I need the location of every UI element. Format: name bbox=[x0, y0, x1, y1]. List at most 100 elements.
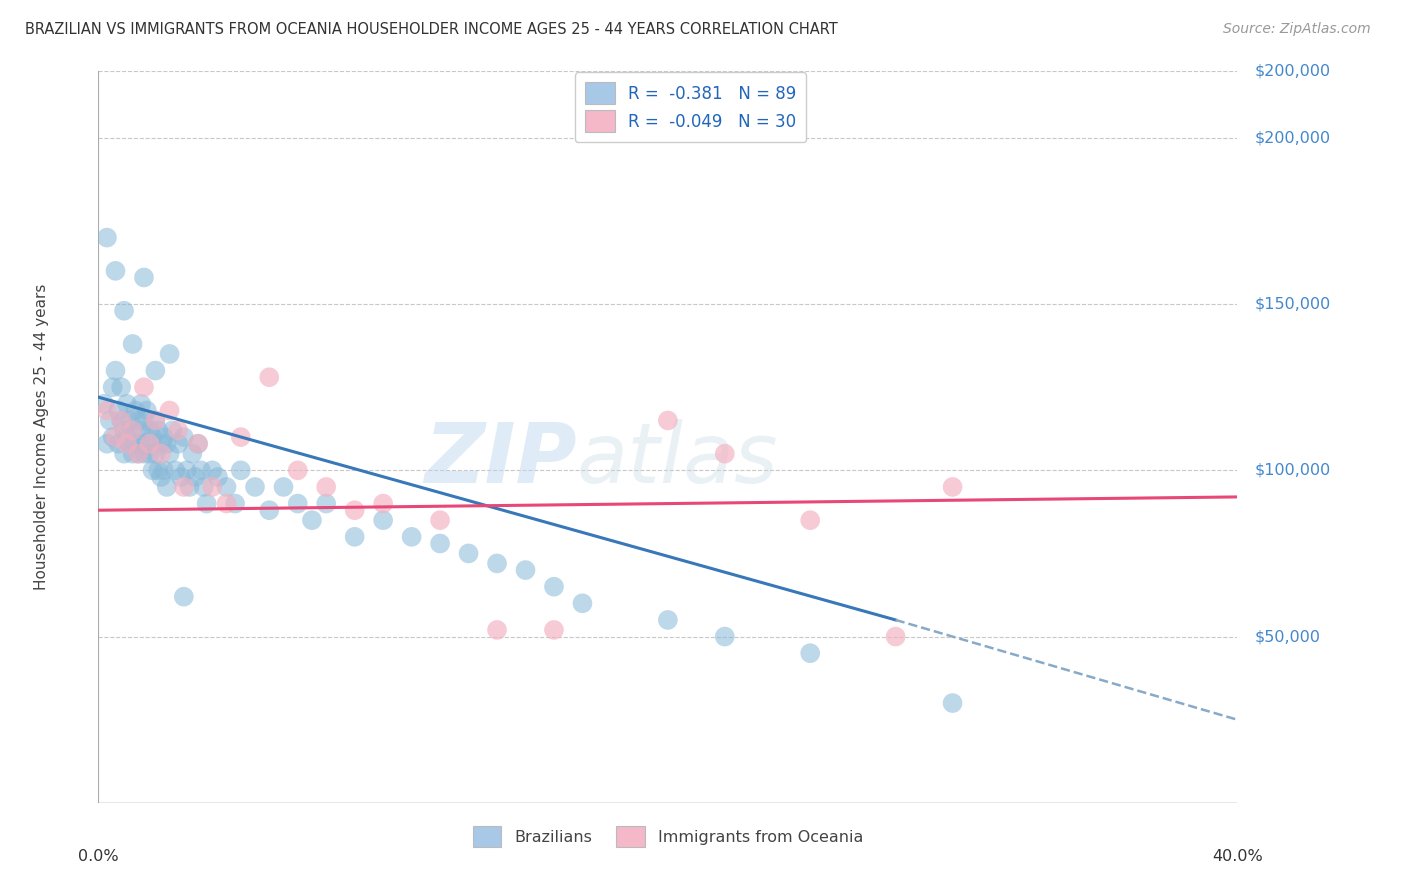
Point bbox=[401, 530, 423, 544]
Point bbox=[121, 424, 143, 438]
Point bbox=[543, 623, 565, 637]
Point bbox=[315, 497, 337, 511]
Point bbox=[112, 303, 135, 318]
Point bbox=[193, 480, 215, 494]
Point bbox=[93, 397, 115, 411]
Point bbox=[884, 630, 907, 644]
Point bbox=[799, 646, 821, 660]
Point bbox=[124, 436, 146, 450]
Point bbox=[135, 403, 157, 417]
Point bbox=[110, 413, 132, 427]
Point bbox=[121, 424, 143, 438]
Point bbox=[150, 436, 173, 450]
Point bbox=[104, 363, 127, 377]
Point bbox=[127, 413, 149, 427]
Point bbox=[429, 536, 451, 550]
Point bbox=[159, 347, 181, 361]
Point bbox=[153, 463, 176, 477]
Text: 40.0%: 40.0% bbox=[1212, 849, 1263, 864]
Point bbox=[215, 497, 238, 511]
Point bbox=[301, 513, 323, 527]
Point bbox=[162, 424, 184, 438]
Point bbox=[165, 463, 187, 477]
Point bbox=[457, 546, 479, 560]
Point bbox=[96, 230, 118, 244]
Point bbox=[96, 436, 118, 450]
Point bbox=[115, 430, 138, 444]
Point bbox=[714, 630, 737, 644]
Point bbox=[173, 480, 195, 494]
Point bbox=[129, 397, 152, 411]
Point bbox=[159, 403, 181, 417]
Point bbox=[101, 380, 124, 394]
Text: Householder Income Ages 25 - 44 years: Householder Income Ages 25 - 44 years bbox=[34, 284, 49, 591]
Point bbox=[138, 447, 160, 461]
Point bbox=[176, 463, 198, 477]
Point bbox=[373, 513, 395, 527]
Point bbox=[799, 513, 821, 527]
Point bbox=[132, 380, 155, 394]
Point bbox=[145, 447, 167, 461]
Text: Source: ZipAtlas.com: Source: ZipAtlas.com bbox=[1223, 22, 1371, 37]
Point bbox=[942, 480, 965, 494]
Point bbox=[110, 380, 132, 394]
Point bbox=[273, 480, 295, 494]
Point bbox=[153, 430, 176, 444]
Point bbox=[112, 424, 135, 438]
Text: $200,000: $200,000 bbox=[1254, 64, 1330, 78]
Point bbox=[373, 497, 395, 511]
Point bbox=[156, 480, 179, 494]
Point bbox=[259, 503, 281, 517]
Point bbox=[571, 596, 593, 610]
Point bbox=[121, 337, 143, 351]
Point bbox=[343, 530, 366, 544]
Text: BRAZILIAN VS IMMIGRANTS FROM OCEANIA HOUSEHOLDER INCOME AGES 25 - 44 YEARS CORRE: BRAZILIAN VS IMMIGRANTS FROM OCEANIA HOU… bbox=[25, 22, 838, 37]
Point bbox=[343, 503, 366, 517]
Point bbox=[132, 413, 155, 427]
Point bbox=[173, 590, 195, 604]
Point bbox=[138, 424, 160, 438]
Text: atlas: atlas bbox=[576, 418, 779, 500]
Point bbox=[127, 447, 149, 461]
Point bbox=[181, 447, 204, 461]
Text: $200,000: $200,000 bbox=[1254, 130, 1330, 145]
Point bbox=[129, 424, 152, 438]
Point bbox=[486, 623, 509, 637]
Point bbox=[167, 436, 190, 450]
Point bbox=[107, 403, 129, 417]
Point bbox=[127, 447, 149, 461]
Point bbox=[195, 497, 218, 511]
Point bbox=[141, 463, 163, 477]
Point bbox=[135, 436, 157, 450]
Point bbox=[229, 430, 252, 444]
Point bbox=[141, 430, 163, 444]
Point bbox=[315, 480, 337, 494]
Point bbox=[129, 436, 152, 450]
Point bbox=[201, 463, 224, 477]
Point bbox=[121, 447, 143, 461]
Point bbox=[115, 397, 138, 411]
Point bbox=[170, 470, 193, 484]
Point bbox=[104, 264, 127, 278]
Point bbox=[145, 363, 167, 377]
Point bbox=[159, 447, 181, 461]
Point bbox=[942, 696, 965, 710]
Point bbox=[107, 436, 129, 450]
Point bbox=[243, 480, 266, 494]
Point bbox=[201, 480, 224, 494]
Point bbox=[118, 413, 141, 427]
Legend: Brazilians, Immigrants from Oceania: Brazilians, Immigrants from Oceania bbox=[467, 820, 869, 854]
Point bbox=[543, 580, 565, 594]
Point bbox=[132, 447, 155, 461]
Point bbox=[98, 413, 121, 427]
Point bbox=[104, 430, 127, 444]
Point bbox=[215, 480, 238, 494]
Point bbox=[187, 436, 209, 450]
Point bbox=[179, 480, 201, 494]
Point bbox=[150, 447, 173, 461]
Point bbox=[112, 447, 135, 461]
Point bbox=[101, 430, 124, 444]
Point bbox=[173, 430, 195, 444]
Point bbox=[429, 513, 451, 527]
Point bbox=[714, 447, 737, 461]
